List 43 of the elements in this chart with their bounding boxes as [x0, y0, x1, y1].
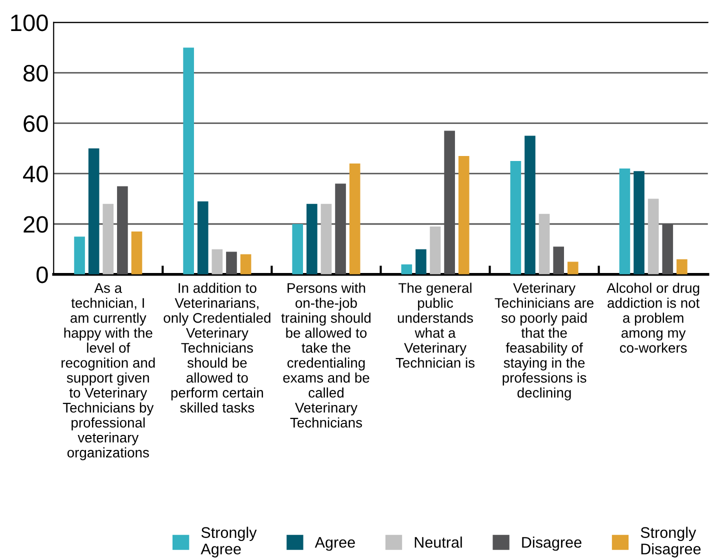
y-tick-label: 40 [23, 166, 48, 182]
y-tick-label: 80 [24, 64, 48, 82]
category-label: As a technician, I am currently happy with the level of recognition and support given to Veterinary Technicians by professional veterinary organizations [62, 283, 155, 460]
bar [676, 259, 688, 274]
legend-label: Neutral [414, 536, 462, 548]
bar [401, 264, 412, 274]
legend-label: Agree [314, 537, 355, 551]
bar [88, 148, 100, 274]
bar [458, 156, 470, 274]
bar [102, 204, 114, 274]
legend-label: Disagree [522, 536, 582, 551]
bar [430, 226, 441, 274]
bar [648, 198, 659, 274]
legend-label: Strongly Disagree [640, 526, 701, 558]
bar [349, 164, 360, 274]
bar [197, 201, 208, 274]
x-tick-label: The general public understands what a Veterinary Technician is [396, 282, 475, 368]
bar [183, 48, 194, 274]
bar [634, 171, 644, 274]
y-tick-label: 0 [36, 266, 48, 284]
bar [567, 262, 578, 274]
bar [524, 136, 536, 274]
bar [553, 246, 564, 274]
bar [226, 252, 237, 274]
bar [619, 168, 630, 274]
bar [320, 204, 332, 274]
x-tick-label: Veterinary Techinicians are so poorly paid that the feasability of staying in the professions is declining [494, 282, 594, 400]
bar [74, 236, 85, 274]
x-tick-label: Alcohol or drug addiction is not a problem among my co-workers [606, 282, 700, 353]
y-tick-label: 60 [24, 115, 48, 132]
bar [212, 249, 223, 274]
bar [510, 161, 522, 274]
bar [306, 204, 318, 274]
bar [538, 214, 550, 274]
bar [131, 232, 142, 274]
category-label: In addition to Veterinarians, only Credentialed Veterinary Technicians should be allowed to perform certain skilled tasks [164, 282, 270, 413]
category-label: Persons with on-the-job training should be allowed to take the credentialing exams and be called Veterinary Technicians [281, 282, 370, 428]
legend-label: Strongly Agree [200, 526, 257, 558]
bar [416, 249, 426, 274]
bar [240, 254, 252, 274]
y-tick-label: 20 [24, 216, 48, 233]
y-tick-label: 100 [11, 14, 48, 32]
bar [292, 224, 304, 274]
